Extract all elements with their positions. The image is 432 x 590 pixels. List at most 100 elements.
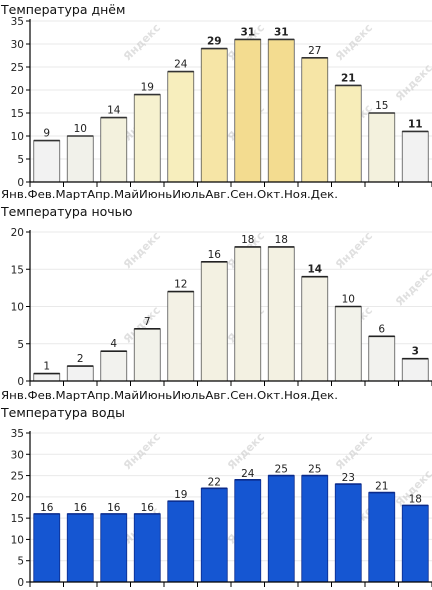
bar-Май <box>167 500 195 583</box>
y-tick-label: 15 <box>11 264 24 276</box>
y-tick-label: 10 <box>11 302 24 314</box>
bar-Янв. <box>33 140 61 183</box>
x-tick-label: Фев. <box>27 390 55 402</box>
bar-Авг. <box>267 39 295 183</box>
watermark: Яндекс <box>121 229 163 271</box>
data-label: 7 <box>144 316 151 328</box>
bar-Май <box>167 291 195 382</box>
y-tick-label: 20 <box>11 85 24 97</box>
bar-Июль <box>234 479 262 583</box>
y-tick-label: 30 <box>11 39 24 51</box>
data-label: 18 <box>409 493 422 505</box>
x-tick-label: Ноя. <box>284 189 311 201</box>
data-label: 16 <box>107 502 121 514</box>
bar-Июль <box>234 39 262 183</box>
y-tick-label: 35 <box>11 428 24 440</box>
data-label: 16 <box>208 249 222 261</box>
y-tick-label: 10 <box>11 131 24 143</box>
y-tick-label: 5 <box>17 339 24 351</box>
data-label: 10 <box>342 294 355 306</box>
data-label: 15 <box>375 100 388 112</box>
data-label: 19 <box>174 489 187 501</box>
bar-Фев. <box>66 135 94 183</box>
x-tick-label: Авг. <box>205 189 230 201</box>
y-tick-label: 20 <box>11 492 24 504</box>
data-label: 31 <box>274 26 289 38</box>
watermark: Яндекс <box>121 21 163 63</box>
data-label: 21 <box>341 72 356 84</box>
watermark: Яндекс <box>333 21 375 63</box>
data-label: 22 <box>208 476 221 488</box>
x-tick-label: Июль <box>172 189 205 201</box>
bar-Сен. <box>301 276 329 382</box>
bar-Фев. <box>66 365 94 382</box>
x-tick-label: Сен. <box>230 390 257 402</box>
bar-Янв. <box>33 513 61 583</box>
data-label: 27 <box>308 45 321 57</box>
x-tick-label: Май <box>114 189 139 201</box>
night-temperature-chart: Температура ночью 0 5 10 15 20 Яндекс Яндекс Ян… <box>0 204 432 402</box>
bar-Авг. <box>267 246 295 382</box>
data-label: 29 <box>207 36 222 48</box>
data-label: 25 <box>275 464 288 476</box>
bar-Апр. <box>133 513 161 583</box>
y-tick-label: 25 <box>11 471 24 483</box>
data-label: 14 <box>307 264 322 276</box>
bar-Июль <box>234 246 262 382</box>
watermark: Яндекс <box>121 430 163 472</box>
data-label: 6 <box>378 323 385 335</box>
watermark: Яндекс <box>333 430 375 472</box>
x-tick-label: Окт. <box>257 189 284 201</box>
bar-Июнь <box>200 48 228 183</box>
data-label: 2 <box>77 353 84 365</box>
bar-Авг. <box>267 475 295 583</box>
data-label: 18 <box>275 234 288 246</box>
bar-Ноя. <box>368 335 396 382</box>
data-label: 25 <box>308 464 321 476</box>
data-label: 24 <box>241 468 255 480</box>
x-tick-label: Июнь <box>139 189 172 201</box>
bar-Апр. <box>133 94 161 183</box>
data-label: 4 <box>110 338 117 350</box>
bar-Фев. <box>66 513 94 583</box>
bar-Окт. <box>334 483 362 583</box>
data-label: 21 <box>375 481 388 493</box>
x-axis-month-labels: Янв. Фев. Март Апр. Май Июнь Июль Авг. Сен. Окт. Н… <box>1 390 338 402</box>
y-tick-label: 25 <box>11 62 24 74</box>
bar-Ноя. <box>368 492 396 583</box>
bar-Июнь <box>200 487 228 583</box>
x-tick-label: Дек. <box>311 390 338 402</box>
watermark: Яндекс <box>225 430 267 472</box>
bar-Сен. <box>301 475 329 583</box>
x-tick-label: Янв. <box>1 390 27 402</box>
watermark: Яндекс <box>333 229 375 271</box>
y-tick-label: 5 <box>17 154 24 166</box>
bar-Дек. <box>401 504 429 583</box>
water-temperature-chart: Температура воды 0 5 10 15 20 25 30 35 Яндекс Янд… <box>0 405 432 589</box>
data-label: 16 <box>40 502 54 514</box>
watermark: Яндекс <box>393 62 432 104</box>
x-tick-label: Дек. <box>311 189 338 201</box>
bar-Март <box>100 513 128 583</box>
y-tick-label: 10 <box>11 534 24 546</box>
x-tick-label: Фев. <box>27 189 55 201</box>
bar-Июнь <box>200 261 228 382</box>
y-tick-label: 35 <box>11 16 24 28</box>
y-tick-label: 0 <box>17 577 24 589</box>
x-tick-label: Ноя. <box>284 390 311 402</box>
x-tick-label: Окт. <box>257 390 284 402</box>
y-tick-label: 0 <box>17 376 24 388</box>
data-label: 11 <box>408 118 423 130</box>
day-chart-title: Температура днём <box>0 2 125 17</box>
data-label: 10 <box>74 123 87 135</box>
data-label: 31 <box>240 26 255 38</box>
day-temperature-chart: Температура днём 0 5 10 15 20 25 30 35 Яндекс Янд… <box>0 2 432 201</box>
x-tick-label: Апр. <box>87 390 114 402</box>
bar-Сен. <box>301 57 329 183</box>
night-chart-title: Температура ночью <box>0 204 133 219</box>
data-label: 1 <box>43 361 50 373</box>
data-label: 12 <box>174 279 187 291</box>
data-label: 3 <box>412 346 419 358</box>
y-tick-label: 20 <box>11 227 24 239</box>
